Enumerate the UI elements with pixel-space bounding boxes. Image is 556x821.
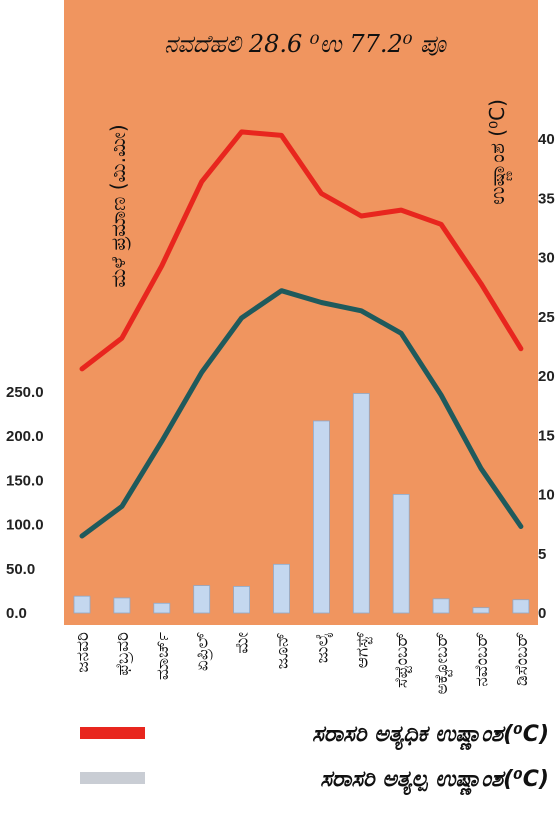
right-tick-label: 40 — [538, 131, 555, 148]
plot-background — [64, 0, 538, 625]
rainfall-bar — [113, 597, 131, 614]
temperature-line — [79, 288, 524, 539]
rainfall-bar — [153, 602, 171, 614]
rainfall-bar — [233, 586, 251, 614]
rainfall-bar — [512, 599, 530, 614]
left-tick-label: 200.0 — [6, 428, 44, 445]
left-tick-label: 100.0 — [6, 517, 44, 534]
chart-title: ನವದೆಹಲಿ 28.6 ⁰ಉ 77.2⁰ ಪೂ — [164, 30, 447, 58]
rainfall-bar — [193, 585, 211, 614]
right-tick-label: 5 — [538, 546, 546, 563]
category-label: ನವೆಂಬರ್ — [472, 632, 492, 687]
category-label: ಮೇ — [233, 632, 253, 654]
category-label: ಜೂನ್ — [273, 632, 293, 669]
left-tick-label: 250.0 — [6, 384, 44, 401]
left-axis-title: ಮಳೆ ಪ್ರಮಾಣ (ಮಿ.ಮೀ) — [106, 124, 131, 287]
rainfall-bar — [432, 598, 450, 614]
right-axis-ticks: 0 5 10 15 20 25 30 35 40 — [538, 131, 555, 622]
legend-label: ಸರಾಸರಿ ಅತ್ಯಲ್ಪ ಉಷ್ಣಾಂಶ(⁰C) — [320, 767, 549, 795]
category-label: ಡಿಸೆಂಬರ್ — [512, 632, 532, 686]
rainfall-bar — [392, 494, 410, 614]
legend-swatch — [80, 727, 145, 739]
right-tick-label: 30 — [538, 250, 555, 267]
category-label: ಮಾರ್ಚ್ — [153, 632, 173, 680]
category-label: ಅಕ್ಟೋಬರ್ — [432, 632, 453, 695]
legend: ಸರಾಸರಿ ಅತ್ಯಧಿಕ ಉಷ್ಣಾಂಶ(⁰C) ಸರಾಸರಿ ಅತ್ಯಲ್ಪ… — [80, 722, 549, 795]
category-label: ಏಪ್ರಿಲ್ — [193, 632, 213, 671]
left-tick-label: 0.0 — [6, 605, 27, 622]
rainfall-bar — [472, 607, 490, 614]
rainfall-bars — [73, 393, 530, 614]
right-tick-label: 10 — [538, 487, 555, 504]
right-tick-label: 25 — [538, 309, 555, 326]
legend-label: ಸರಾಸರಿ ಅತ್ಯಧಿಕ ಉಷ್ಣಾಂಶ(⁰C) — [312, 722, 549, 750]
left-axis-ticks: 0.0 50.0 100.0 150.0 200.0 250.0 — [6, 384, 44, 622]
left-tick-label: 150.0 — [6, 472, 44, 489]
rainfall-bar — [73, 595, 91, 614]
category-label: ಸೆಪ್ಟೆಂಬರ್ — [392, 632, 412, 688]
right-tick-label: 20 — [538, 368, 555, 385]
rainfall-bar — [352, 393, 370, 614]
category-label: ಫೆಬ್ರವರಿ — [113, 632, 133, 676]
temperature-line — [79, 129, 524, 372]
right-tick-label: 35 — [538, 190, 555, 207]
right-axis-title: ಉಷ್ಣಾಂಶ (⁰C) — [485, 99, 512, 205]
legend-swatch — [80, 772, 145, 784]
category-label: ಜುಲೈ — [312, 632, 333, 663]
right-tick-label: 15 — [538, 427, 555, 444]
rainfall-bar — [312, 420, 330, 614]
right-tick-label: 0 — [538, 605, 546, 622]
rainfall-bar — [273, 563, 290, 614]
category-label: ಆಗಸ್ಟ್ — [352, 632, 372, 669]
temperature-lines — [79, 129, 524, 539]
left-tick-label: 50.0 — [6, 561, 35, 578]
category-label: ಜನವರಿ — [73, 632, 93, 673]
category-labels: ಜನವರಿ ಫೆಬ್ರವರಿ ಮಾರ್ಚ್ ಏಪ್ರಿಲ್ ಮೇ ಜೂನ್ ಜುಲೈ ಆಗಸ್… — [73, 632, 532, 695]
